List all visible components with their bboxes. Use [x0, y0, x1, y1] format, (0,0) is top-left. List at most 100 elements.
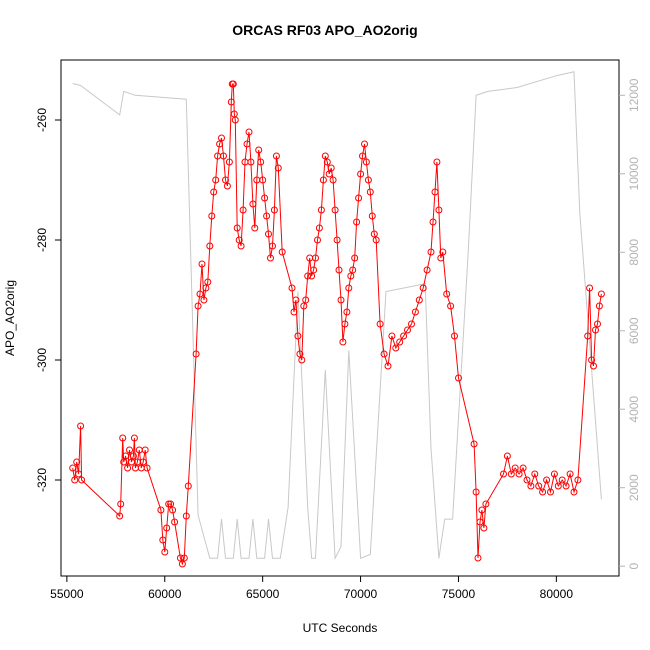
data-point	[212, 176, 220, 184]
data-point	[566, 470, 574, 478]
data-point	[167, 500, 175, 508]
x-tick-label: 75000	[442, 587, 476, 601]
data-point	[75, 470, 83, 478]
data-point	[255, 146, 263, 154]
data-point	[523, 476, 531, 484]
data-point	[325, 170, 333, 178]
y-tick-label: -280	[35, 228, 49, 252]
data-point	[245, 128, 253, 136]
data-point	[163, 524, 171, 532]
data-point	[329, 176, 337, 184]
data-point	[269, 242, 276, 250]
apo-series-line	[72, 83, 602, 566]
data-point	[384, 362, 392, 370]
data-point	[129, 452, 137, 460]
data-point	[539, 488, 547, 496]
data-point	[235, 236, 243, 244]
data-point	[558, 476, 566, 484]
data-point	[157, 506, 165, 514]
data-point	[343, 308, 351, 316]
y-axis-right: 0 2000 4000 6000 8000 10000 12000	[619, 78, 641, 570]
data-point	[535, 482, 543, 490]
data-point	[337, 296, 345, 304]
data-point	[482, 500, 490, 508]
data-point	[562, 482, 570, 490]
data-point	[141, 446, 149, 454]
data-point	[590, 362, 597, 370]
data-point	[400, 332, 408, 340]
data-point	[355, 194, 363, 202]
data-point	[192, 350, 200, 358]
data-point	[216, 140, 224, 148]
data-point	[124, 464, 132, 472]
data-point	[202, 284, 210, 292]
data-point	[71, 476, 79, 484]
data-point	[317, 206, 325, 214]
data-point	[370, 230, 378, 238]
data-point	[130, 434, 138, 442]
data-point	[433, 158, 441, 166]
y-tick-label: -320	[35, 468, 49, 492]
data-point	[184, 482, 192, 490]
y2-tick-label: 0	[627, 563, 641, 570]
data-point	[165, 500, 173, 508]
data-point	[169, 506, 177, 514]
data-point	[368, 212, 376, 220]
data-point	[372, 236, 380, 244]
y-axis-label: APO_AO2orig	[3, 280, 17, 356]
data-point	[331, 206, 339, 214]
data-point	[220, 152, 227, 160]
data-point	[237, 242, 245, 250]
data-point	[503, 452, 511, 460]
data-point	[159, 536, 167, 544]
data-point	[304, 272, 312, 280]
data-point	[437, 254, 445, 262]
data-point	[227, 98, 235, 106]
series-layer	[69, 71, 605, 568]
data-point	[335, 266, 343, 274]
data-point	[366, 188, 374, 196]
data-point	[180, 554, 188, 562]
data-point	[480, 524, 488, 532]
data-point	[595, 302, 603, 310]
data-point	[126, 446, 133, 454]
data-point	[308, 272, 316, 280]
data-point	[261, 194, 269, 202]
data-point	[435, 206, 443, 214]
data-point	[364, 176, 372, 184]
data-point	[298, 356, 306, 364]
data-point	[597, 290, 605, 298]
data-point	[265, 230, 272, 238]
data-point	[584, 332, 592, 340]
x-tick-label: 70000	[344, 587, 378, 601]
data-point	[278, 248, 286, 256]
y-tick-label: -260	[35, 108, 49, 132]
data-point	[443, 290, 451, 298]
data-point	[543, 476, 551, 484]
data-point	[586, 284, 594, 292]
y2-tick-label: 10000	[627, 157, 641, 191]
data-point	[359, 152, 366, 160]
data-point	[574, 476, 582, 484]
data-point	[270, 206, 278, 214]
data-point	[196, 290, 204, 298]
data-point	[206, 242, 214, 250]
data-point	[296, 350, 304, 358]
data-point	[361, 140, 368, 148]
data-point	[423, 266, 431, 274]
data-point	[290, 308, 298, 316]
data-point	[116, 512, 124, 520]
data-point	[257, 158, 265, 166]
x-tick-label: 65000	[246, 587, 280, 601]
y2-tick-label: 4000	[627, 396, 641, 423]
data-point	[321, 152, 329, 160]
data-point	[345, 284, 353, 292]
data-point	[439, 248, 447, 256]
data-point	[231, 116, 239, 124]
data-point	[117, 500, 125, 508]
data-point	[319, 176, 327, 184]
y2-tick-label: 8000	[627, 239, 641, 266]
data-point	[300, 302, 308, 310]
y2-tick-label: 12000	[627, 78, 641, 112]
